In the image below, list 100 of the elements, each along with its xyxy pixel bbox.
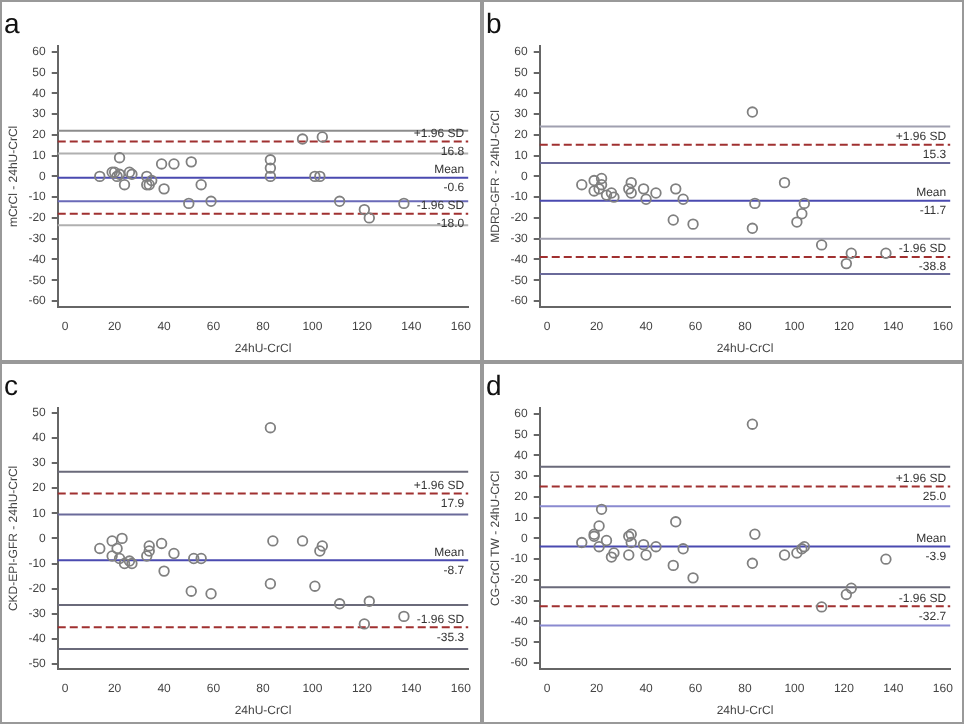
point [155,158,168,170]
chart-title: b [486,6,502,39]
point [667,559,679,572]
point [845,582,857,594]
point [625,176,637,189]
point [880,553,892,565]
point [106,550,118,562]
point [640,549,652,561]
point [363,595,375,607]
point [333,195,346,208]
point [309,580,321,592]
point [608,191,620,203]
point [358,618,371,630]
point [623,183,635,195]
point [778,176,791,189]
point [264,422,277,434]
point [840,588,853,601]
point [588,174,600,187]
point [670,516,682,528]
point [363,212,375,224]
point [667,214,679,226]
point [195,552,207,565]
point [168,547,180,560]
point [650,541,662,553]
point [264,162,277,174]
chart-title: c [4,368,18,401]
point [116,532,128,545]
point [605,187,618,199]
point [796,208,808,220]
point [687,572,699,584]
point [798,197,811,210]
point [600,534,613,547]
point [158,183,170,195]
point [264,154,277,166]
point [625,187,637,199]
point [183,197,195,210]
point [791,216,803,228]
point [205,195,217,208]
point [880,247,892,259]
point [600,189,613,201]
point [815,601,828,613]
point [746,418,759,430]
point [168,158,180,170]
point [316,540,329,552]
point [593,183,605,195]
point [608,547,620,559]
point [749,528,761,540]
point [158,565,170,577]
point [309,170,321,183]
point [195,179,207,191]
point [94,170,106,183]
point [670,183,682,195]
point [118,557,131,570]
point [143,545,155,557]
point [106,535,118,547]
point [316,131,329,143]
point [650,187,662,199]
point [146,174,158,187]
point [746,106,759,118]
point [314,170,326,183]
point [778,549,791,561]
point [588,185,600,197]
point [188,552,200,565]
point [94,542,106,555]
point [314,545,326,557]
point [358,203,371,216]
point [113,152,126,164]
point [746,557,759,570]
point [185,156,197,168]
point [595,172,608,185]
point [141,550,153,562]
point [593,520,605,532]
point [845,247,857,259]
point [398,610,410,623]
point [605,551,618,563]
point [637,183,650,195]
point [746,222,759,235]
point [264,170,277,183]
point [185,585,197,597]
point [111,542,123,555]
point [687,218,699,230]
point [576,536,588,549]
point [595,503,608,516]
point [141,170,153,183]
point [118,179,131,191]
point [205,588,217,600]
point [593,541,605,553]
point [625,536,637,549]
point [815,239,828,251]
point [677,193,689,205]
chart-title: d [486,368,502,401]
point [791,547,803,559]
point [623,549,635,561]
point [640,193,652,205]
point [677,543,689,555]
point [267,535,279,547]
point [264,577,277,590]
point [749,197,761,210]
point [637,538,650,551]
point [113,552,126,565]
